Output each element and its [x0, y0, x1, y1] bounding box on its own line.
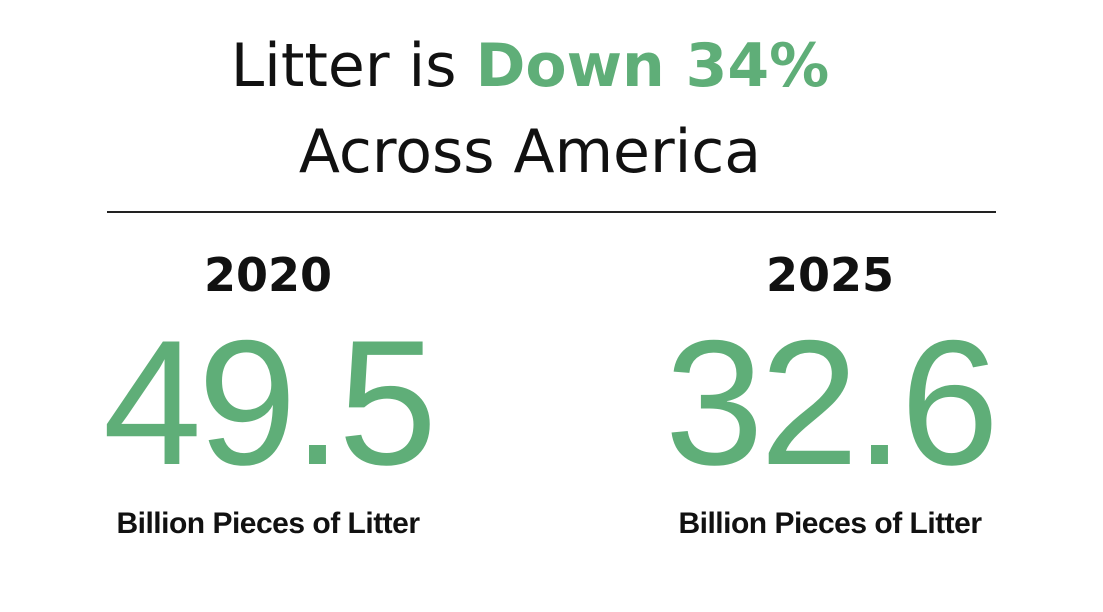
- stat-value: 32.6: [664, 303, 999, 502]
- stat-column: 2025 32.6 Billion Pieces of Litter: [610, 245, 1050, 541]
- title-start: Litter is: [230, 31, 457, 101]
- title-line-2: Across America: [298, 117, 762, 187]
- title-line-1: Litter is Down 34%: [0, 36, 1060, 96]
- divider: [107, 211, 996, 213]
- year: 2020: [203, 248, 333, 302]
- title-highlight: Down 34%: [475, 31, 830, 101]
- year: 2025: [765, 248, 895, 302]
- stat-column: 2020 49.5 Billion Pieces of Litter: [48, 245, 488, 541]
- stat-unit: Billion Pieces of Litter: [116, 507, 420, 540]
- stat-value: 49.5: [102, 303, 437, 502]
- stat-unit: Billion Pieces of Litter: [678, 507, 982, 540]
